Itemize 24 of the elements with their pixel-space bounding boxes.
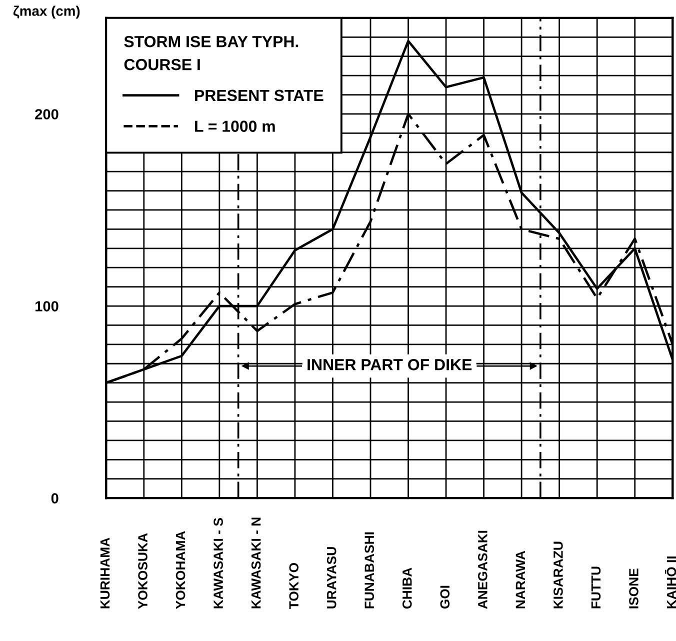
x-tick-label: KAWASAKI - N	[251, 518, 261, 608]
x-tick-label: URAYASU	[326, 547, 336, 608]
x-tick-label: GOI	[440, 586, 450, 609]
y-axis-title: ζmax (cm)	[13, 6, 80, 19]
y-tick-label: 200	[35, 109, 58, 120]
x-tick-label: YOKOHAMA	[176, 531, 186, 609]
y-tick-label: 100	[36, 301, 58, 312]
x-tick-label: NARAWA	[516, 550, 525, 608]
x-tick-label: CHIBA	[402, 568, 412, 609]
x-tick-label: KURIHAMA	[100, 538, 110, 608]
x-tick-label: TOKYO	[289, 563, 299, 610]
x-tick-label: ANEGASAKI	[478, 530, 488, 609]
x-tick-label: YOKOSUKA	[138, 533, 148, 609]
legend-title: STORM ISE BAY TYPH. COURSE I	[124, 36, 298, 70]
annotation: INNER PART OF DIKE	[308, 359, 472, 370]
x-tick-label: KAWASAKI - S	[214, 518, 223, 608]
x-tick-label: KAIHŌ II	[665, 556, 676, 608]
x-tick-label: FUNABASHI	[364, 532, 374, 608]
x-tick-label: FUTTU	[591, 566, 601, 608]
x-tick-label: ISONE	[629, 568, 638, 608]
y-tick-label: 0	[51, 493, 58, 504]
legend-label: L = 1000 m	[195, 120, 275, 132]
legend-label: PRESENT STATE	[195, 90, 324, 102]
x-tick-label: KISARAZU	[554, 542, 563, 608]
